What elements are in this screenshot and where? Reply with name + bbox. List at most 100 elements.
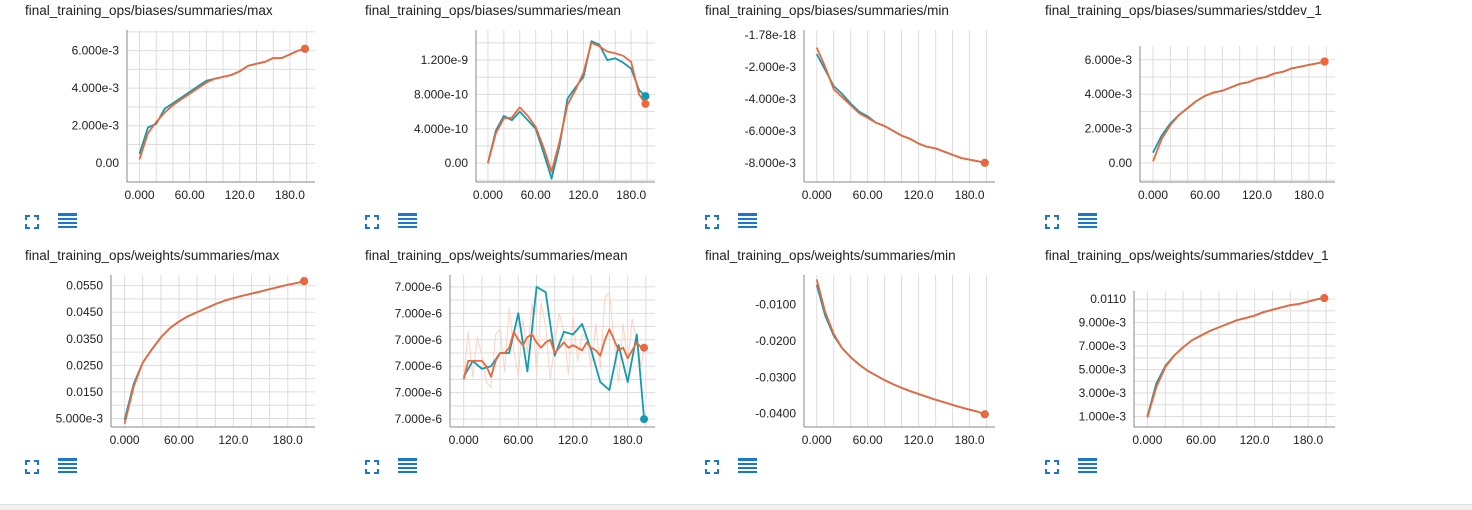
data-table-icon[interactable]	[1078, 213, 1097, 230]
series-line-orange	[1146, 297, 1325, 418]
chart-toolbar	[25, 213, 85, 235]
expand-icon[interactable]	[1045, 215, 1059, 229]
y-tick-label: 2.000e-3	[1085, 122, 1133, 136]
chart-toolbar	[25, 458, 85, 480]
x-tick-label: 0.000	[449, 433, 479, 447]
series-endpoint-orange	[641, 99, 650, 108]
chart-plot: 0.000 60.00 120.0 180.0 7.000e-6 7.000e-6 7.00…	[395, 275, 655, 447]
x-tick-label: 60.00	[175, 188, 205, 202]
grid	[816, 275, 988, 427]
y-tick-label: 6.000e-3	[1085, 53, 1133, 67]
data-table-icon[interactable]	[738, 458, 757, 475]
x-tick-label: 0.000	[1138, 188, 1168, 202]
series-line-teal	[487, 40, 647, 180]
y-tick-label: 0.00	[96, 156, 120, 170]
y-tick-label: 7.000e-6	[395, 359, 443, 373]
series-endpoint-orange	[300, 44, 309, 53]
grid	[476, 30, 655, 182]
chart-title: final_training_ops/biases/summaries/mean	[365, 3, 621, 18]
expand-icon[interactable]	[705, 460, 719, 474]
series-endpoint-teal	[641, 92, 650, 101]
y-tick-label: 4.000e-3	[72, 81, 120, 95]
chart-card-weights-min: final_training_ops/weights/summaries/min…	[680, 245, 1020, 490]
x-tick-label: 0.000	[473, 188, 503, 202]
y-tick-label: 1.200e-9	[421, 53, 469, 67]
data-table-icon[interactable]	[738, 213, 757, 230]
y-tick-label: 3.000e-3	[1079, 386, 1127, 400]
series-line-orange	[138, 47, 306, 160]
series-endpoint-teal	[640, 415, 649, 424]
chart-title: final_training_ops/weights/summaries/max	[25, 248, 280, 263]
x-tick-label: 0.000	[125, 188, 155, 202]
y-tick-label: 2.000e-3	[72, 119, 120, 133]
series-line-teal	[815, 284, 986, 416]
chart-plot: 0.000 60.00 120.0 180.0 1.000e-3 3.000e-3 5.00…	[1079, 291, 1335, 447]
x-tick-label: 0.000	[110, 433, 140, 447]
y-tick-label: 9.000e-3	[1079, 316, 1127, 330]
y-tick-label: 0.0150	[66, 385, 103, 399]
x-tick-label: 60.00	[853, 433, 883, 447]
series-endpoint-orange	[1320, 294, 1329, 303]
x-tick-label: 180.0	[275, 188, 305, 202]
x-tick-label: 60.00	[521, 188, 551, 202]
y-tick-label: 0.00	[1109, 156, 1133, 170]
chart-plot: 0.000 60.00 120.0 180.0 -1.78e-18 -2.000e-3 -4…	[745, 28, 995, 202]
chart-title: final_training_ops/biases/summaries/min	[705, 3, 949, 18]
series-line-orange_raw	[463, 291, 645, 388]
y-tick-label: 7.000e-6	[395, 306, 443, 320]
data-table-icon[interactable]	[398, 213, 417, 230]
expand-icon[interactable]	[365, 460, 379, 474]
y-tick-label: -0.0300	[755, 370, 796, 384]
x-tick-label: 0.000	[802, 188, 832, 202]
chart-plot: 0.000 60.00 120.0 180.0 0.00 2.000e-3 4.000e-3…	[72, 30, 315, 202]
x-tick-label: 180.0	[955, 433, 985, 447]
y-tick-label: -0.0200	[755, 334, 796, 348]
grid	[1140, 46, 1335, 182]
series-line-teal	[138, 47, 306, 155]
expand-icon[interactable]	[705, 215, 719, 229]
y-tick-label: 0.0450	[66, 305, 103, 319]
data-table-icon[interactable]	[398, 458, 417, 475]
y-tick-label: 7.000e-6	[395, 333, 443, 347]
x-tick-label: 0.000	[1132, 433, 1162, 447]
x-tick-label: 60.00	[1186, 433, 1216, 447]
expand-icon[interactable]	[365, 215, 379, 229]
y-tick-label: -8.000e-3	[745, 156, 797, 170]
series-line-teal	[1152, 60, 1325, 154]
chart-title: final_training_ops/weights/summaries/std…	[1045, 248, 1329, 263]
x-tick-label: 60.00	[853, 188, 883, 202]
y-tick-label: 0.00	[445, 156, 469, 170]
chart-card-biases-max: final_training_ops/biases/summaries/max …	[0, 0, 340, 245]
chart-toolbar	[365, 213, 425, 235]
x-tick-label: 180.0	[273, 433, 303, 447]
data-table-icon[interactable]	[58, 213, 77, 230]
grid	[111, 275, 315, 427]
y-tick-label: 6.000e-3	[72, 44, 120, 58]
y-tick-label: -1.78e-18	[745, 28, 797, 42]
chart-card-biases-mean: final_training_ops/biases/summaries/mean…	[340, 0, 680, 245]
chart-card-weights-mean: final_training_ops/weights/summaries/mea…	[340, 245, 680, 490]
y-tick-label: 4.000e-3	[1085, 87, 1133, 101]
chart-plot: 0.000 60.00 120.0 180.0 5.000e-3 0.0150 0.0250…	[56, 275, 315, 447]
data-table-icon[interactable]	[58, 458, 77, 475]
x-tick-label: 120.0	[225, 188, 255, 202]
x-tick-label: 120.0	[1240, 433, 1270, 447]
grid	[816, 30, 988, 182]
grid	[127, 30, 315, 183]
expand-icon[interactable]	[25, 215, 39, 229]
x-tick-label: 180.0	[955, 188, 985, 202]
y-tick-label: -2.000e-3	[745, 60, 797, 74]
expand-icon[interactable]	[25, 460, 39, 474]
y-tick-label: 5.000e-3	[1079, 363, 1127, 377]
chart-toolbar	[705, 213, 765, 235]
x-tick-label: 120.0	[558, 433, 588, 447]
series-line-orange	[1152, 60, 1325, 162]
series-endpoint-orange	[1320, 57, 1329, 66]
expand-icon[interactable]	[1045, 460, 1059, 474]
series-line-teal	[462, 286, 645, 420]
y-tick-label: 7.000e-6	[395, 412, 443, 426]
x-tick-label: 60.00	[503, 433, 533, 447]
data-table-icon[interactable]	[1078, 458, 1097, 475]
y-tick-label: -0.0400	[755, 407, 796, 421]
chart-card-biases-min: final_training_ops/biases/summaries/min …	[680, 0, 1020, 245]
